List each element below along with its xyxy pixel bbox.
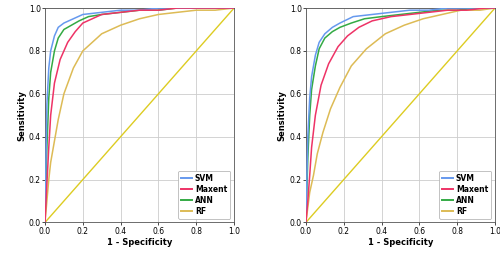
X-axis label: 1 - Specificity: 1 - Specificity: [368, 238, 433, 247]
X-axis label: 1 - Specificity: 1 - Specificity: [107, 238, 172, 247]
Legend: SVM, Maxent, ANN, RF: SVM, Maxent, ANN, RF: [178, 171, 231, 219]
Y-axis label: Sensitivity: Sensitivity: [278, 90, 287, 141]
Y-axis label: Sensitivity: Sensitivity: [17, 90, 26, 141]
Legend: SVM, Maxent, ANN, RF: SVM, Maxent, ANN, RF: [439, 171, 491, 219]
